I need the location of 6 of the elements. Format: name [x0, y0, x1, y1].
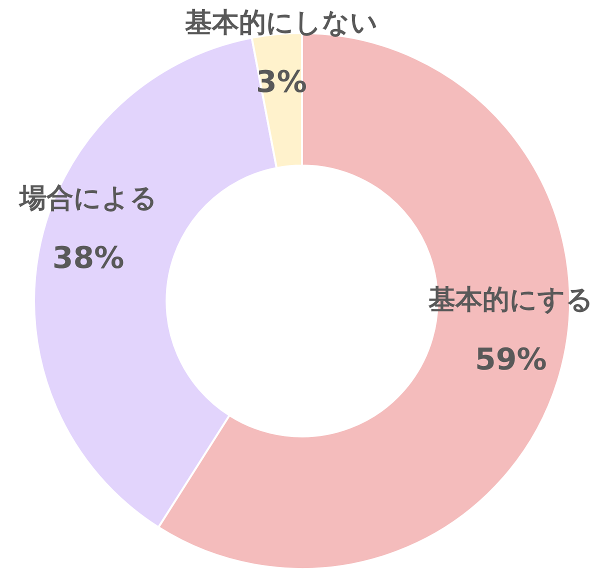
data-label: 59% — [475, 342, 547, 378]
slice-label: 基本的にしない — [184, 7, 378, 38]
slice-label: 基本的にする — [427, 284, 594, 316]
data-label: 38% — [52, 241, 124, 276]
slice-label: 場合による — [18, 183, 158, 214]
data-label: 3% — [256, 65, 307, 100]
